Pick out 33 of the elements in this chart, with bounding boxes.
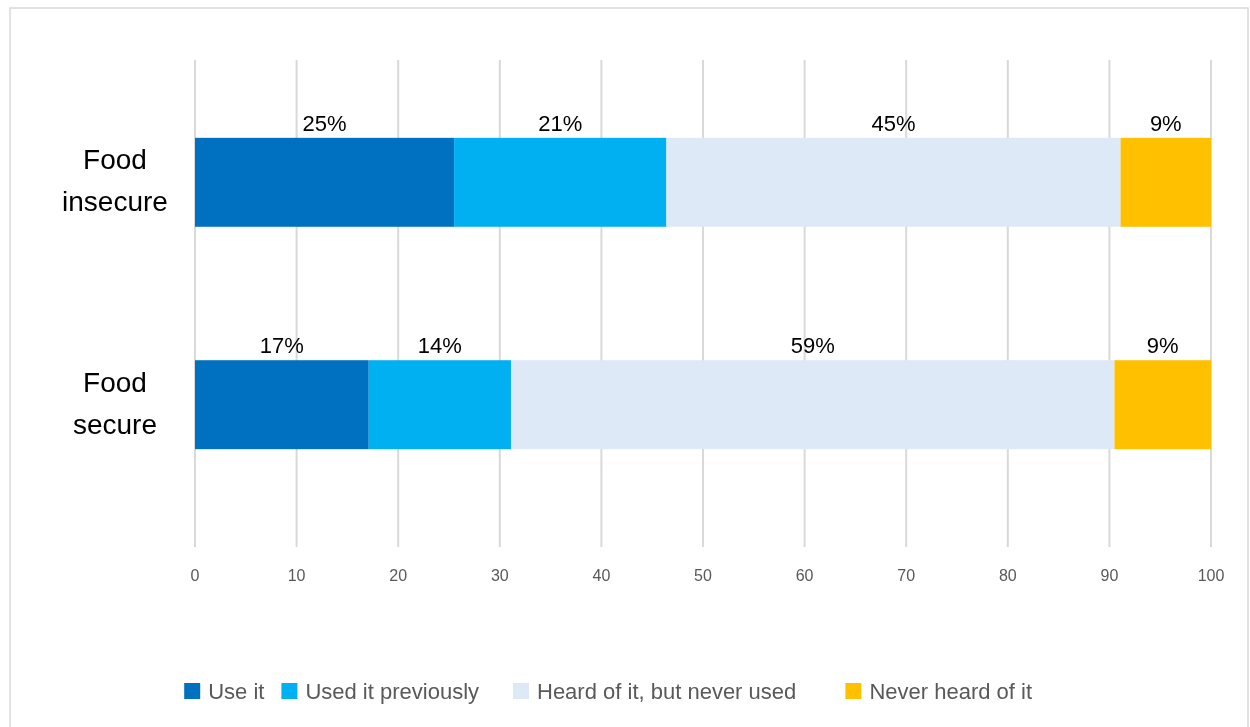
bar xyxy=(666,137,1121,227)
legend-label: Never heard of it xyxy=(869,679,1033,704)
x-tick-label: 80 xyxy=(998,567,1017,584)
legend-label: Heard of it, but never used xyxy=(537,679,797,704)
x-tick-label: 50 xyxy=(694,567,712,584)
x-tick-label: 30 xyxy=(490,567,509,584)
legend-label: Use it xyxy=(208,679,265,704)
x-tick-label: 90 xyxy=(1100,567,1119,584)
x-tick-label: 60 xyxy=(795,567,814,584)
data-label: 14% xyxy=(417,333,462,359)
data-label: 9% xyxy=(1146,333,1179,359)
x-tick-label: 20 xyxy=(389,567,408,584)
data-label: 59% xyxy=(790,333,835,359)
x-tick-label: 70 xyxy=(897,567,916,584)
legend-label: Used it previously xyxy=(305,679,480,704)
bar xyxy=(195,137,455,227)
y-tick-label: Food secure xyxy=(72,366,158,440)
bar xyxy=(1114,360,1211,450)
data-label: 45% xyxy=(871,110,916,136)
data-label: 17% xyxy=(259,333,304,359)
data-label: 9% xyxy=(1149,110,1182,136)
x-tick-label: 10 xyxy=(287,567,306,584)
data-label: 25% xyxy=(302,110,347,136)
bar xyxy=(1120,137,1211,227)
bar xyxy=(510,360,1115,450)
data-label: 21% xyxy=(538,110,583,136)
y-tick-label: Food insecure xyxy=(62,144,168,218)
bar xyxy=(454,137,667,227)
x-tick-label: 0 xyxy=(190,567,200,584)
bar xyxy=(195,360,369,450)
x-tick-label: 100 xyxy=(1197,567,1225,584)
x-tick-label: 40 xyxy=(592,567,611,584)
bar xyxy=(368,360,511,450)
